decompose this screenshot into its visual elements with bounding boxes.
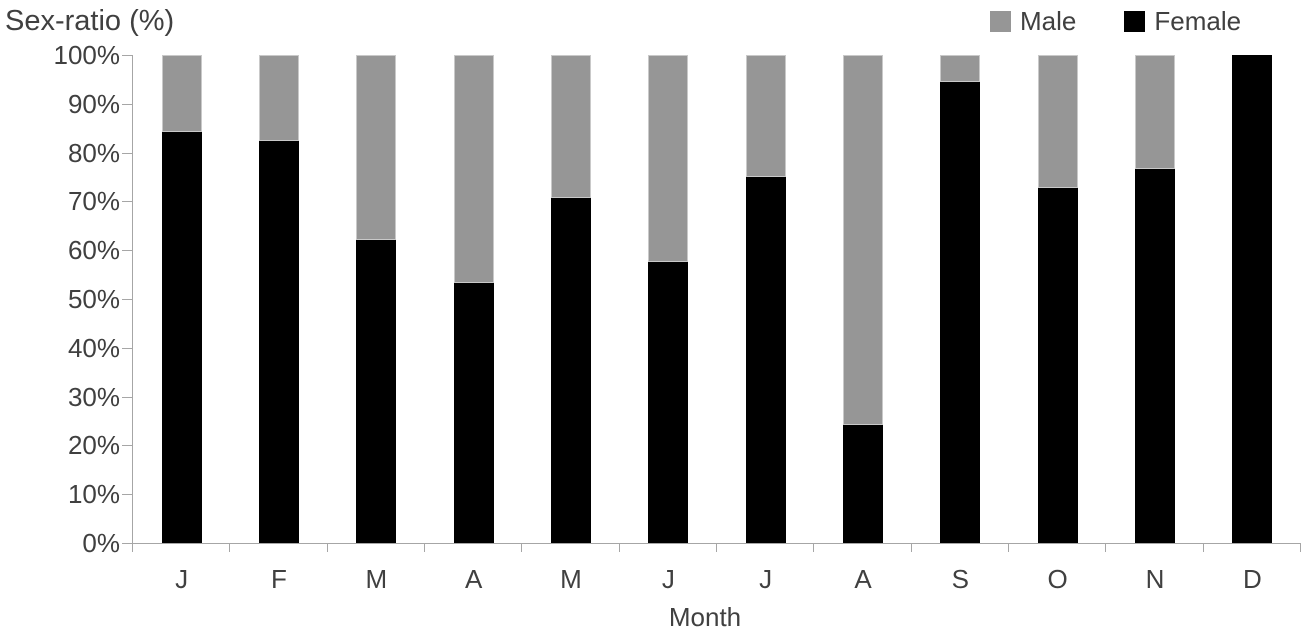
bar-segment-male-0: [161, 55, 202, 132]
legend: Male Female: [990, 6, 1241, 37]
female-swatch-icon: [1124, 11, 1146, 32]
x-tick: [1202, 544, 1204, 552]
y-tick: [122, 494, 132, 496]
bar-segment-male-8: [940, 55, 981, 83]
y-tick: [122, 152, 132, 154]
y-tick-label: 20%: [67, 430, 120, 461]
y-tick: [122, 250, 132, 252]
y-tick-label: 60%: [67, 235, 120, 266]
y-tick: [122, 201, 132, 203]
x-category-label: J: [759, 564, 773, 594]
bar-segment-female-3: [453, 282, 494, 543]
x-axis-title: Month: [668, 602, 742, 632]
bar-segment-male-3: [453, 55, 494, 283]
x-category-label: O: [1047, 564, 1068, 594]
bar-segment-female-8: [940, 82, 981, 543]
bar-segment-female-5: [648, 261, 689, 543]
chart-title: Sex-ratio (%): [5, 5, 175, 37]
y-axis-line: [132, 55, 133, 544]
x-tick: [1105, 544, 1107, 552]
x-tick: [132, 544, 133, 552]
male-swatch-icon: [990, 11, 1011, 32]
x-tick: [424, 544, 425, 552]
bar-segment-female-6: [745, 176, 786, 543]
x-category-label: S: [951, 564, 969, 594]
y-tick-label: 0%: [82, 528, 120, 558]
x-category-label: M: [560, 564, 582, 594]
bar-segment-female-0: [161, 131, 202, 543]
y-tick-label: 50%: [67, 284, 120, 314]
x-tick: [229, 544, 231, 552]
y-tick-label: 100%: [53, 40, 121, 70]
y-tick: [122, 103, 132, 105]
bar-segment-female-1: [259, 140, 299, 543]
bar-segment-male-5: [648, 55, 689, 262]
y-tick: [122, 347, 132, 349]
x-tick: [1008, 544, 1009, 552]
y-tick: [122, 445, 132, 447]
y-tick-label: 70%: [67, 186, 120, 217]
bar-segment-female-7: [843, 424, 883, 543]
bar-segment-female-9: [1037, 188, 1078, 543]
bar-segment-male-10: [1135, 55, 1175, 170]
x-tick: [716, 544, 717, 552]
legend-item-female: Female: [1124, 6, 1241, 37]
x-category-label: A: [854, 564, 872, 594]
y-tick: [122, 543, 132, 544]
bar-segment-female-2: [356, 239, 397, 543]
x-category-label: J: [175, 564, 189, 594]
y-tick-label: 80%: [67, 137, 120, 168]
x-tick: [813, 544, 815, 552]
y-tick: [122, 299, 132, 300]
bar-segment-female-11: [1232, 55, 1273, 543]
y-tick-label: 90%: [67, 88, 120, 119]
y-tick-label: 40%: [67, 332, 120, 363]
x-tick: [910, 544, 912, 552]
x-category-label: F: [271, 564, 287, 594]
bar-segment-male-2: [356, 55, 397, 240]
bar-segment-male-9: [1037, 55, 1078, 189]
bar-segment-female-10: [1135, 169, 1175, 543]
x-axis-line: [132, 543, 1301, 544]
legend-label-female: Female: [1154, 6, 1242, 36]
bar-segment-male-1: [259, 55, 299, 141]
x-category-label: J: [661, 564, 675, 594]
y-tick: [122, 396, 132, 398]
x-tick: [1300, 544, 1301, 552]
y-tick-label: 10%: [67, 479, 120, 510]
x-tick: [521, 544, 523, 552]
bar-segment-male-6: [745, 55, 786, 177]
bar-segment-male-4: [551, 55, 591, 199]
legend-label-male: Male: [1020, 6, 1077, 36]
legend-item-male: Male: [990, 6, 1076, 37]
x-tick: [326, 544, 328, 552]
bar-segment-female-4: [551, 198, 591, 543]
y-tick-label: 30%: [67, 381, 120, 412]
x-category-label: A: [464, 564, 483, 594]
bar-segment-male-7: [843, 55, 883, 425]
y-tick: [122, 55, 132, 56]
x-category-label: M: [365, 564, 388, 594]
x-category-label: D: [1242, 564, 1262, 594]
x-category-label: N: [1145, 564, 1165, 594]
x-tick: [618, 544, 620, 552]
